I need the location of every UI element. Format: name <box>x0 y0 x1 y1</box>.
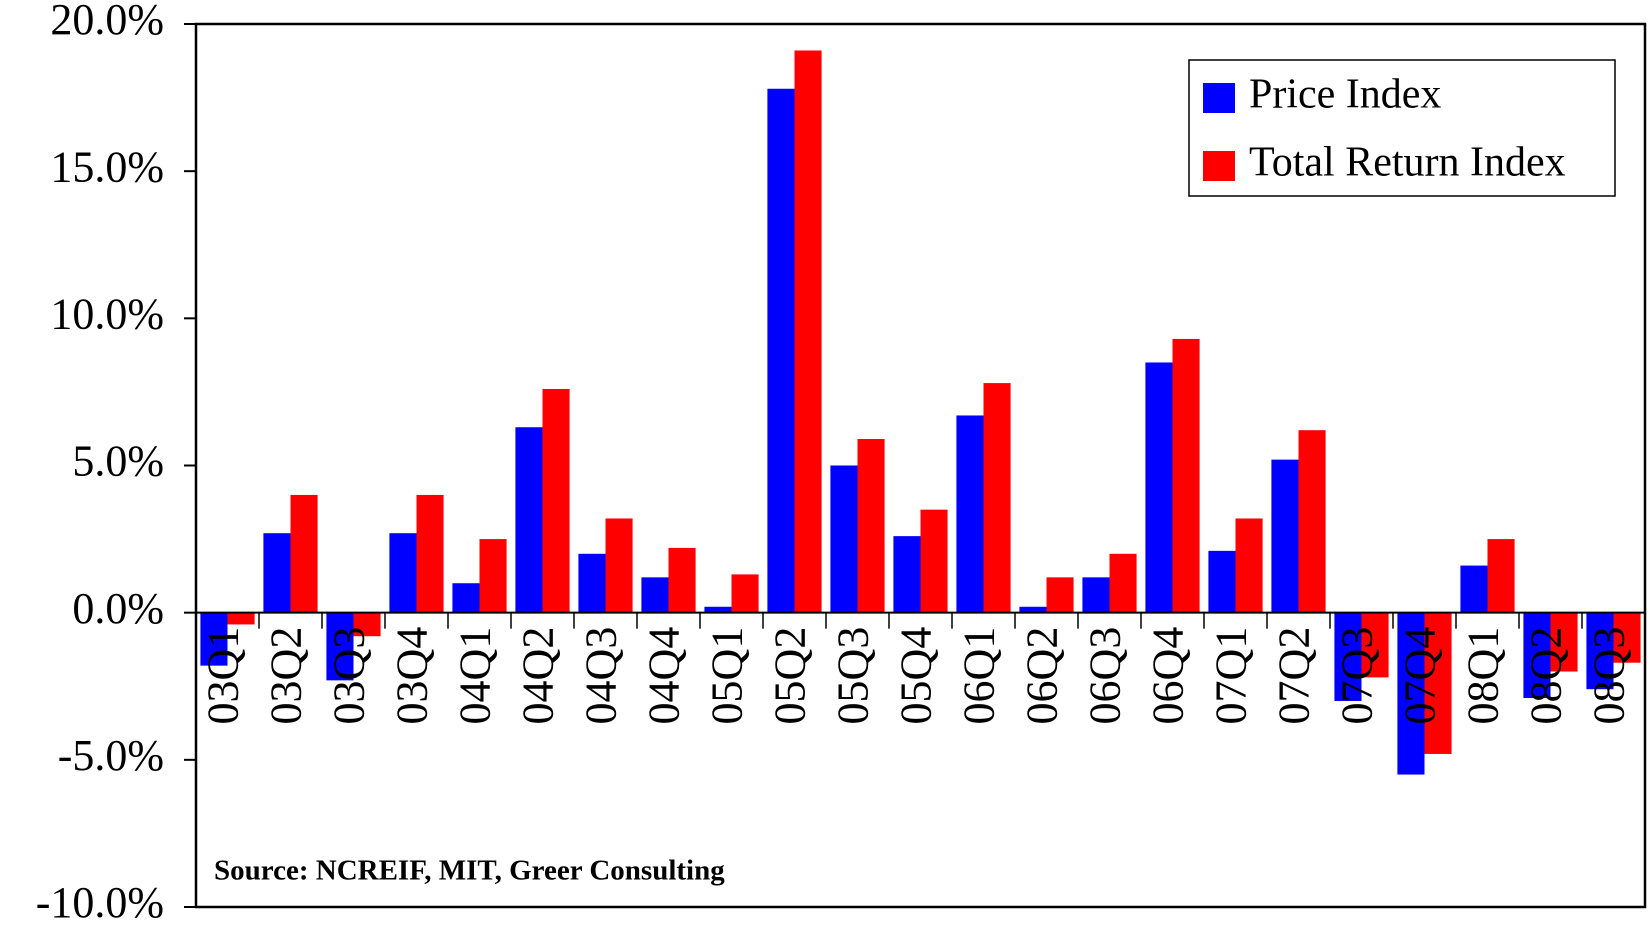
x-tick-label: 03Q4 <box>388 627 437 725</box>
bar <box>983 383 1011 613</box>
y-tick-label: 15.0% <box>50 142 164 191</box>
bar <box>326 612 354 681</box>
x-tick-label: 07Q4 <box>1396 627 1445 725</box>
y-tick-label: 0.0% <box>72 584 164 633</box>
bar <box>542 388 570 613</box>
x-tick-label: 08Q2 <box>1522 627 1571 725</box>
bar <box>263 533 291 613</box>
bar <box>920 509 948 613</box>
x-tick-label: 05Q1 <box>703 627 752 725</box>
bar <box>893 536 921 613</box>
bar <box>227 612 255 625</box>
x-tick-label: 03Q3 <box>325 627 374 725</box>
bar <box>1145 362 1173 613</box>
bar <box>578 553 606 613</box>
bar <box>1271 459 1299 613</box>
x-tick-label: 05Q3 <box>829 627 878 725</box>
x-tick-label: 05Q4 <box>892 627 941 725</box>
bar <box>353 612 381 637</box>
bar <box>830 465 858 613</box>
bar <box>290 494 318 613</box>
bar <box>1361 612 1389 678</box>
x-tick-label: 04Q2 <box>514 627 563 725</box>
legend-swatch <box>1203 151 1235 181</box>
bar <box>1424 612 1452 754</box>
bar <box>1397 612 1425 775</box>
x-tick-label: 07Q3 <box>1333 627 1382 725</box>
bar <box>1019 606 1047 613</box>
x-tick-label: 08Q3 <box>1585 627 1634 725</box>
bar <box>794 50 822 613</box>
bar <box>200 612 228 666</box>
bar <box>1298 430 1326 613</box>
x-tick-label: 03Q1 <box>199 627 248 725</box>
bar <box>641 577 669 613</box>
x-tick-label: 05Q2 <box>766 627 815 725</box>
x-tick-label: 07Q1 <box>1207 627 1256 725</box>
y-tick-label: 20.0% <box>50 0 164 44</box>
bar <box>1586 612 1614 690</box>
bar <box>1082 577 1110 613</box>
x-tick-label: 04Q1 <box>451 627 500 725</box>
y-tick-label: -10.0% <box>36 878 164 927</box>
bar <box>956 415 984 613</box>
bar <box>1334 612 1362 701</box>
legend-label: Price Index <box>1249 72 1441 118</box>
x-tick-label: 06Q2 <box>1018 627 1067 725</box>
x-tick-label: 04Q3 <box>577 627 626 725</box>
bar <box>1172 338 1200 613</box>
bar <box>416 494 444 613</box>
bar <box>479 539 507 613</box>
bar <box>731 574 759 613</box>
x-tick-label: 06Q1 <box>955 627 1004 725</box>
source-note: Source: NCREIF, MIT, Greer Consulting <box>214 855 725 887</box>
bar <box>389 533 417 613</box>
bar <box>605 518 633 613</box>
bar <box>1046 577 1074 613</box>
bar <box>1613 612 1641 663</box>
bar <box>704 606 732 613</box>
y-tick-label: 10.0% <box>50 289 164 338</box>
bar <box>1550 612 1578 672</box>
legend-label: Total Return Index <box>1249 140 1566 186</box>
legend-box <box>1188 59 1616 197</box>
bar <box>1523 612 1551 699</box>
legend-swatch <box>1203 83 1235 113</box>
bar <box>767 88 795 613</box>
bar <box>1487 539 1515 613</box>
x-tick-label: 03Q2 <box>262 627 311 725</box>
x-tick-label: 07Q2 <box>1270 627 1319 725</box>
x-tick-label: 04Q4 <box>640 627 689 725</box>
y-tick-label: -5.0% <box>58 731 164 780</box>
y-tick-label: 5.0% <box>72 437 164 486</box>
bar <box>1460 565 1488 613</box>
bar <box>857 439 885 613</box>
bar <box>515 427 543 613</box>
x-tick-label: 08Q1 <box>1459 627 1508 725</box>
bar <box>1235 518 1263 613</box>
x-tick-label: 06Q3 <box>1081 627 1130 725</box>
bar <box>668 547 696 613</box>
bar <box>452 583 480 613</box>
bar <box>1208 550 1236 613</box>
x-tick-label: 06Q4 <box>1144 627 1193 725</box>
bar <box>1109 553 1137 613</box>
